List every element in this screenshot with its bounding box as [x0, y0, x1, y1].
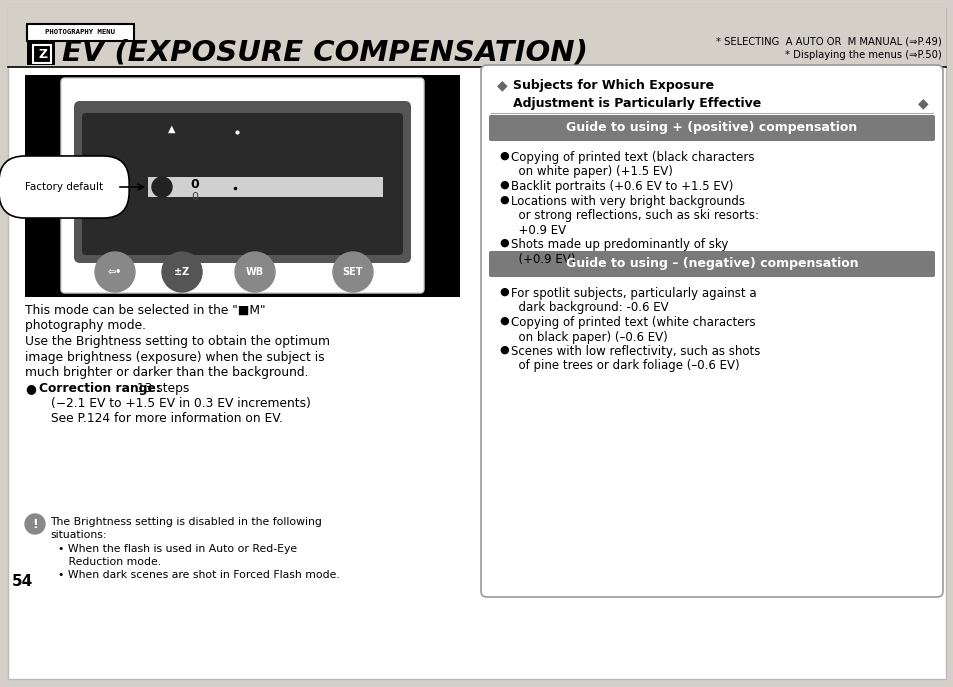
Text: ±Z: ±Z — [174, 267, 190, 277]
FancyBboxPatch shape — [82, 113, 402, 255]
Text: Locations with very bright backgrounds: Locations with very bright backgrounds — [511, 194, 744, 207]
Text: • When the flash is used in Auto or Red-Eye: • When the flash is used in Auto or Red-… — [58, 544, 296, 554]
Text: +0.9 EV: +0.9 EV — [511, 223, 565, 236]
Text: ▲: ▲ — [168, 124, 175, 134]
Text: This mode can be selected in the "■M": This mode can be selected in the "■M" — [25, 304, 265, 317]
Text: PHOTOGRAPHY MENU: PHOTOGRAPHY MENU — [45, 30, 115, 36]
Text: * SELECTING  A AUTO OR  M MANUAL (⇒P.49): * SELECTING A AUTO OR M MANUAL (⇒P.49) — [716, 37, 941, 47]
FancyBboxPatch shape — [33, 45, 51, 63]
Text: Copying of printed text (white characters: Copying of printed text (white character… — [511, 316, 755, 329]
Text: Copying of printed text (black characters: Copying of printed text (black character… — [511, 151, 754, 164]
Text: ●: ● — [498, 345, 508, 355]
Text: of pine trees or dark foliage (–0.6 EV): of pine trees or dark foliage (–0.6 EV) — [511, 359, 739, 372]
Text: photography mode.: photography mode. — [25, 319, 146, 333]
FancyBboxPatch shape — [489, 251, 934, 277]
Text: ●: ● — [25, 382, 36, 395]
Text: −: − — [37, 55, 45, 65]
Text: See P.124 for more information on EV.: See P.124 for more information on EV. — [51, 412, 283, 425]
Bar — [8, 8, 945, 67]
FancyBboxPatch shape — [61, 78, 423, 293]
Text: 13 steps: 13 steps — [132, 382, 190, 395]
Text: !: ! — [32, 517, 38, 530]
FancyBboxPatch shape — [74, 101, 411, 263]
Circle shape — [95, 252, 135, 292]
Text: ●: ● — [498, 180, 508, 190]
Bar — [148, 177, 382, 197]
FancyBboxPatch shape — [27, 24, 133, 41]
Text: image brightness (exposure) when the subject is: image brightness (exposure) when the sub… — [25, 350, 324, 363]
Text: Reduction mode.: Reduction mode. — [58, 557, 161, 567]
Text: • When dark scenes are shot in Forced Flash mode.: • When dark scenes are shot in Forced Fl… — [58, 570, 339, 580]
Text: dark background: -0.6 EV: dark background: -0.6 EV — [511, 302, 668, 315]
FancyBboxPatch shape — [480, 65, 942, 597]
Text: (+0.9 EV): (+0.9 EV) — [511, 253, 575, 265]
Text: or strong reflections, such as ski resorts:: or strong reflections, such as ski resor… — [511, 209, 759, 222]
Bar — [27, 41, 55, 65]
Circle shape — [234, 252, 274, 292]
Bar — [25, 75, 459, 297]
Circle shape — [25, 514, 45, 534]
Text: For spotlit subjects, particularly against a: For spotlit subjects, particularly again… — [511, 287, 756, 300]
Text: Subjects for Which Exposure: Subjects for Which Exposure — [513, 78, 714, 91]
Text: on white paper) (+1.5 EV): on white paper) (+1.5 EV) — [511, 166, 672, 179]
Text: SET: SET — [342, 267, 363, 277]
Text: ●: ● — [498, 151, 508, 161]
Text: WB: WB — [246, 267, 264, 277]
Text: 0: 0 — [191, 177, 199, 190]
Text: situations:: situations: — [50, 530, 107, 540]
Text: ●: ● — [498, 194, 508, 205]
Circle shape — [333, 252, 373, 292]
Text: Backlit portraits (+0.6 EV to +1.5 EV): Backlit portraits (+0.6 EV to +1.5 EV) — [511, 180, 733, 193]
Text: Correction range:: Correction range: — [39, 382, 161, 395]
Text: ◆: ◆ — [497, 78, 507, 92]
Text: Adjustment is Particularly Effective: Adjustment is Particularly Effective — [513, 96, 760, 109]
Text: The Brightness setting is disabled in the following: The Brightness setting is disabled in th… — [50, 517, 321, 527]
Text: ⇦•: ⇦• — [108, 267, 122, 277]
Circle shape — [162, 252, 202, 292]
FancyBboxPatch shape — [489, 115, 934, 141]
Text: ●: ● — [498, 238, 508, 248]
Text: on black paper) (–0.6 EV): on black paper) (–0.6 EV) — [511, 330, 667, 344]
Text: EV (EXPOSURE COMPENSATION): EV (EXPOSURE COMPENSATION) — [62, 39, 587, 67]
Text: +: + — [37, 48, 45, 58]
Text: ●: ● — [498, 287, 508, 297]
Text: ●: ● — [498, 316, 508, 326]
Text: Scenes with low reflectivity, such as shots: Scenes with low reflectivity, such as sh… — [511, 345, 760, 358]
Text: 0: 0 — [192, 192, 198, 202]
Text: 54: 54 — [12, 574, 33, 589]
Text: much brighter or darker than the background.: much brighter or darker than the backgro… — [25, 366, 308, 379]
Text: Use the Brightness setting to obtain the optimum: Use the Brightness setting to obtain the… — [25, 335, 330, 348]
Text: Factory default: Factory default — [25, 182, 103, 192]
Text: (−2.1 EV to +1.5 EV in 0.3 EV increments): (−2.1 EV to +1.5 EV in 0.3 EV increments… — [51, 397, 311, 410]
Text: Z: Z — [38, 47, 48, 60]
Circle shape — [152, 177, 172, 197]
Text: Shots made up predominantly of sky: Shots made up predominantly of sky — [511, 238, 727, 251]
Text: Guide to using – (negative) compensation: Guide to using – (negative) compensation — [565, 258, 858, 271]
Text: ◆: ◆ — [918, 96, 928, 110]
Text: * Displaying the menus (⇒P.50): * Displaying the menus (⇒P.50) — [784, 50, 941, 60]
Text: Guide to using + (positive) compensation: Guide to using + (positive) compensation — [566, 122, 857, 135]
